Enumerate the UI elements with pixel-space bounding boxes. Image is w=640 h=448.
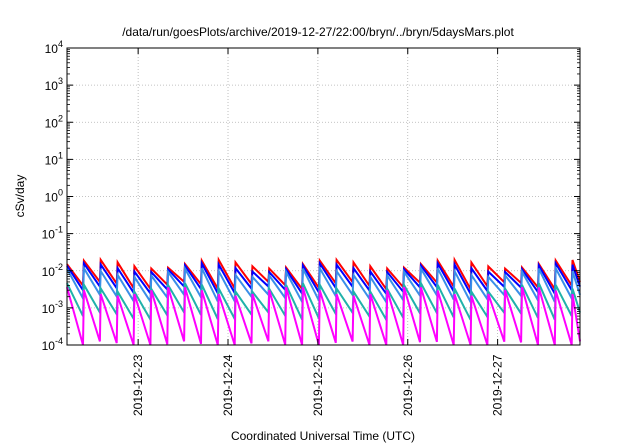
y-axis: 10-4 10-3 10-2 10-1 100 101 102 103 104 — [42, 39, 580, 353]
x-axis-title: Coordinated Universal Time (UTC) — [231, 429, 415, 443]
y-tick-label: 104 — [45, 39, 63, 56]
x-tick-label: 2019-12-25 — [311, 354, 325, 416]
y-tick-label: 10-2 — [42, 262, 63, 279]
y-tick-label: 102 — [45, 113, 63, 130]
chart-title: /data/run/goesPlots/archive/2019-12-27/2… — [122, 25, 514, 39]
y-tick-label: 103 — [45, 76, 63, 93]
series-line — [66, 256, 581, 293]
series-line — [66, 259, 581, 298]
series-layer — [66, 256, 581, 346]
x-axis: 2019-12-23 2019-12-24 2019-12-25 2019-12-26… — [131, 48, 505, 416]
series-line — [66, 264, 581, 306]
y-tick-label: 10-4 — [42, 336, 63, 353]
x-tick-label: 2019-12-23 — [131, 354, 145, 416]
y-tick-label: 101 — [45, 150, 63, 167]
y-tick-label: 100 — [45, 188, 63, 205]
x-tick-label: 2019-12-24 — [221, 354, 235, 416]
series-line — [66, 286, 581, 346]
y-tick-label: 10-3 — [42, 299, 63, 316]
series-line — [66, 279, 581, 324]
y-axis-title: cSv/day — [13, 175, 27, 218]
x-tick-label: 2019-12-27 — [491, 354, 505, 416]
y-tick-label: 10-1 — [42, 225, 63, 242]
x-tick-label: 2019-12-26 — [401, 354, 415, 416]
